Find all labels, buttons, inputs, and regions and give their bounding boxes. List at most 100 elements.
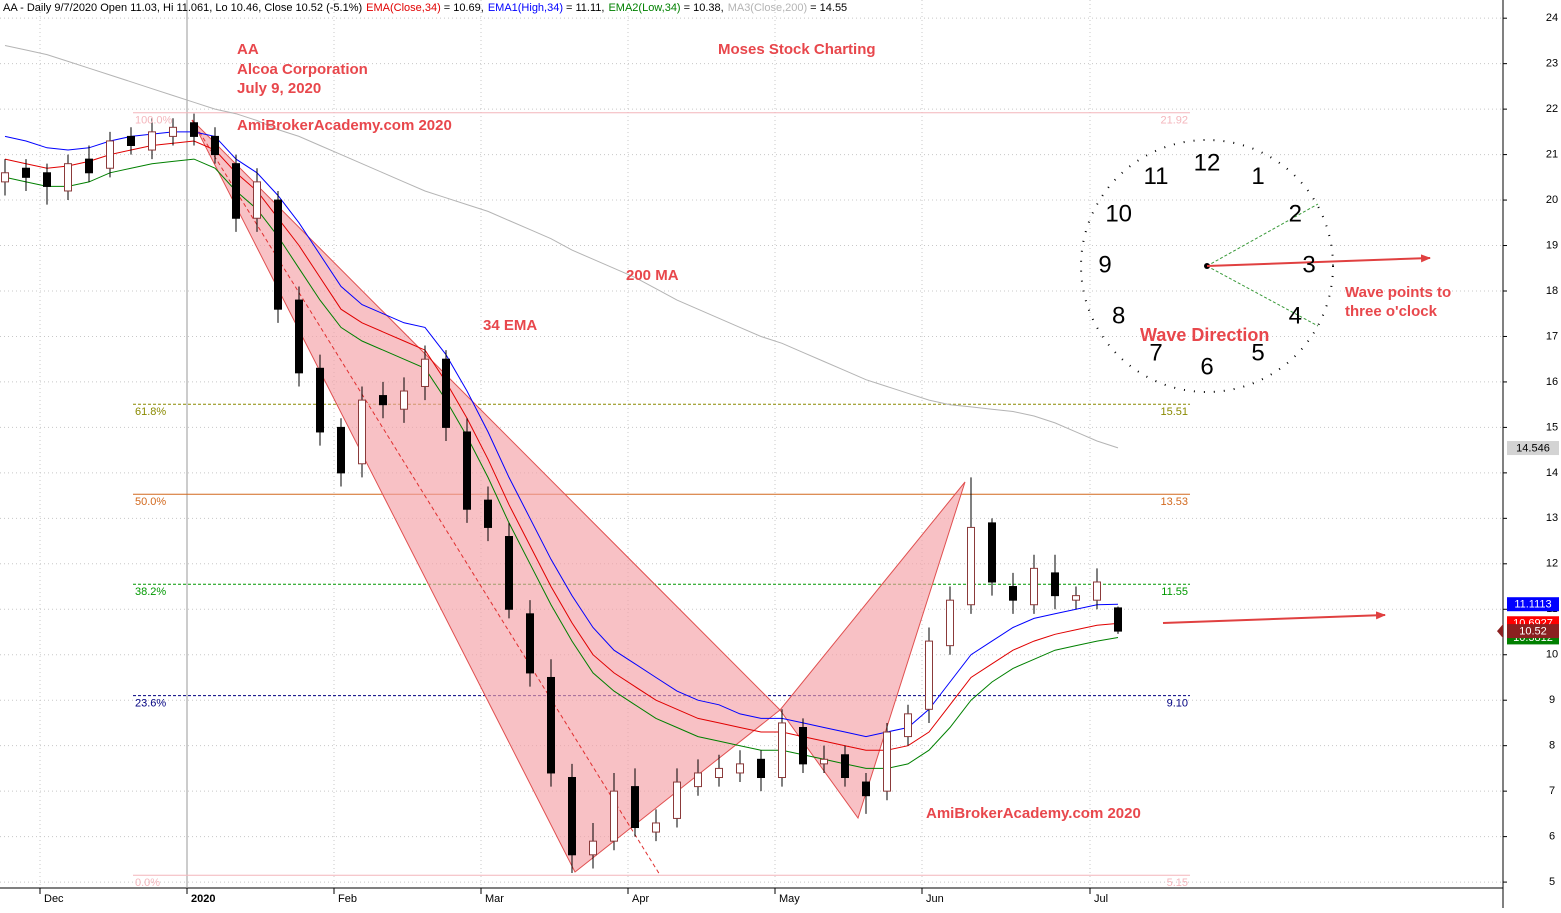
header-indicator-name: EMA2(Low,34)	[608, 2, 680, 14]
text-layer: 56789101112131415161718192021222324Dec20…	[3, 2, 1559, 905]
fib-percent-label: 61.8%	[135, 406, 166, 418]
candle-body	[778, 722, 786, 779]
candle-body	[904, 713, 912, 738]
candle-body	[1114, 607, 1122, 632]
candle-body	[358, 399, 366, 465]
annotation: Wave points to	[1345, 284, 1451, 301]
y-tick-label: 19	[1546, 239, 1558, 251]
clock-number: 12	[1194, 149, 1221, 176]
candle-body	[148, 131, 156, 151]
candle-body	[463, 431, 471, 510]
fib-value-label: 5.15	[1167, 877, 1188, 889]
fib-percent-label: 23.6%	[135, 698, 166, 710]
annotation: July 9, 2020	[237, 80, 321, 97]
y-tick-label: 22	[1546, 103, 1558, 115]
clock-number: 5	[1251, 340, 1264, 367]
fib-value-label: 13.53	[1160, 496, 1188, 508]
x-tick-label: Apr	[632, 893, 649, 905]
candle-body	[946, 599, 954, 647]
annotation: AmiBrokerAcademy.com 2020	[926, 805, 1141, 822]
candle-body	[232, 163, 240, 219]
candle-body	[190, 122, 198, 137]
header: AA - Daily 9/7/2020 Open 11.03, Hi 11.06…	[3, 2, 847, 14]
fib-value-label: 21.92	[1160, 115, 1188, 127]
fib-percent-label: 0.0%	[135, 877, 160, 889]
clock-number: 11	[1144, 163, 1169, 190]
last-value-badge	[1507, 441, 1559, 456]
clock-number: 3	[1302, 251, 1315, 278]
header-indicator-value: = 10.38,	[684, 2, 724, 14]
clock-number: 8	[1112, 302, 1125, 329]
candle-body	[736, 763, 744, 774]
candle-body	[883, 731, 891, 792]
clock-number: 4	[1289, 302, 1302, 329]
candle-body	[841, 754, 849, 779]
candle-body	[106, 140, 114, 169]
header-indicator-name: MA3(Close,200)	[728, 2, 807, 14]
annotation: Moses Stock Charting	[718, 41, 876, 58]
y-tick-label: 16	[1546, 376, 1558, 388]
header-indicator-value: = 14.55	[810, 2, 847, 14]
x-tick-label: Jul	[1094, 893, 1108, 905]
y-tick-label: 24	[1546, 12, 1558, 24]
candle-body	[316, 367, 324, 433]
candle-body	[127, 135, 135, 146]
candle-body	[820, 758, 828, 765]
candle-body	[505, 536, 513, 610]
candle-body	[169, 126, 177, 137]
pattern-shade	[779, 481, 966, 820]
annotation: 200 MA	[626, 267, 679, 284]
annotation: Wave Direction	[1140, 325, 1269, 345]
y-tick-label: 21	[1546, 148, 1558, 160]
close-badge	[1507, 624, 1559, 639]
annotation: 34 EMA	[483, 317, 537, 334]
fib-value-label: 11.55	[1161, 586, 1188, 598]
annotation: Alcoa Corporation	[237, 61, 368, 78]
clock-hand	[1206, 203, 1319, 267]
annotation: three o'clock	[1345, 303, 1438, 320]
clock-number: 1	[1251, 163, 1264, 190]
pattern-dashed-line	[191, 119, 661, 876]
candle-body	[211, 135, 219, 156]
candle-body	[85, 158, 93, 174]
candle-body	[652, 822, 660, 833]
header-indicator-name: EMA(Close,34)	[366, 2, 441, 14]
candle-body	[484, 499, 492, 528]
x-tick-label: Feb	[338, 893, 357, 905]
header-summary: AA - Daily 9/7/2020 Open 11.03, Hi 11.06…	[3, 2, 362, 14]
header-indicator-name: EMA1(High,34)	[488, 2, 563, 14]
direction-arrow	[1162, 611, 1386, 624]
annotation: AmiBrokerAcademy.com 2020	[237, 117, 452, 134]
x-tick-label: 2020	[191, 893, 215, 905]
y-tick-label: 18	[1546, 285, 1558, 297]
direction-arrow	[1206, 254, 1431, 267]
indicator-line	[4, 140, 1119, 751]
y-tick-label: 9	[1549, 694, 1555, 706]
y-tick-label: 20	[1546, 194, 1558, 206]
y-tick-label: 8	[1549, 740, 1555, 752]
header-indicator-value: = 10.69,	[444, 2, 484, 14]
candle-body	[337, 426, 345, 474]
annotation: AA	[237, 41, 259, 58]
y-tick-label: 13	[1546, 512, 1558, 524]
candle-body	[589, 840, 597, 856]
candle-body	[253, 181, 261, 219]
candle-body	[43, 172, 51, 187]
y-tick-label: 7	[1549, 785, 1555, 797]
y-tick-label: 15	[1546, 421, 1558, 433]
candle-body	[925, 640, 933, 710]
clock-number: 7	[1149, 340, 1162, 367]
fib-percent-label: 100.0%	[135, 115, 173, 127]
clock-hand	[1206, 265, 1319, 327]
candle-body	[442, 358, 450, 428]
close-badge-label: 10.52	[1519, 626, 1547, 638]
indicator-line	[4, 45, 1119, 449]
clock-number: 2	[1289, 200, 1302, 227]
fib-value-label: 9.10	[1167, 698, 1188, 710]
candle-body	[64, 163, 72, 192]
candle-body	[799, 726, 807, 765]
clock-number: 9	[1098, 251, 1111, 278]
candle-body	[400, 390, 408, 410]
candle-body	[610, 790, 618, 842]
